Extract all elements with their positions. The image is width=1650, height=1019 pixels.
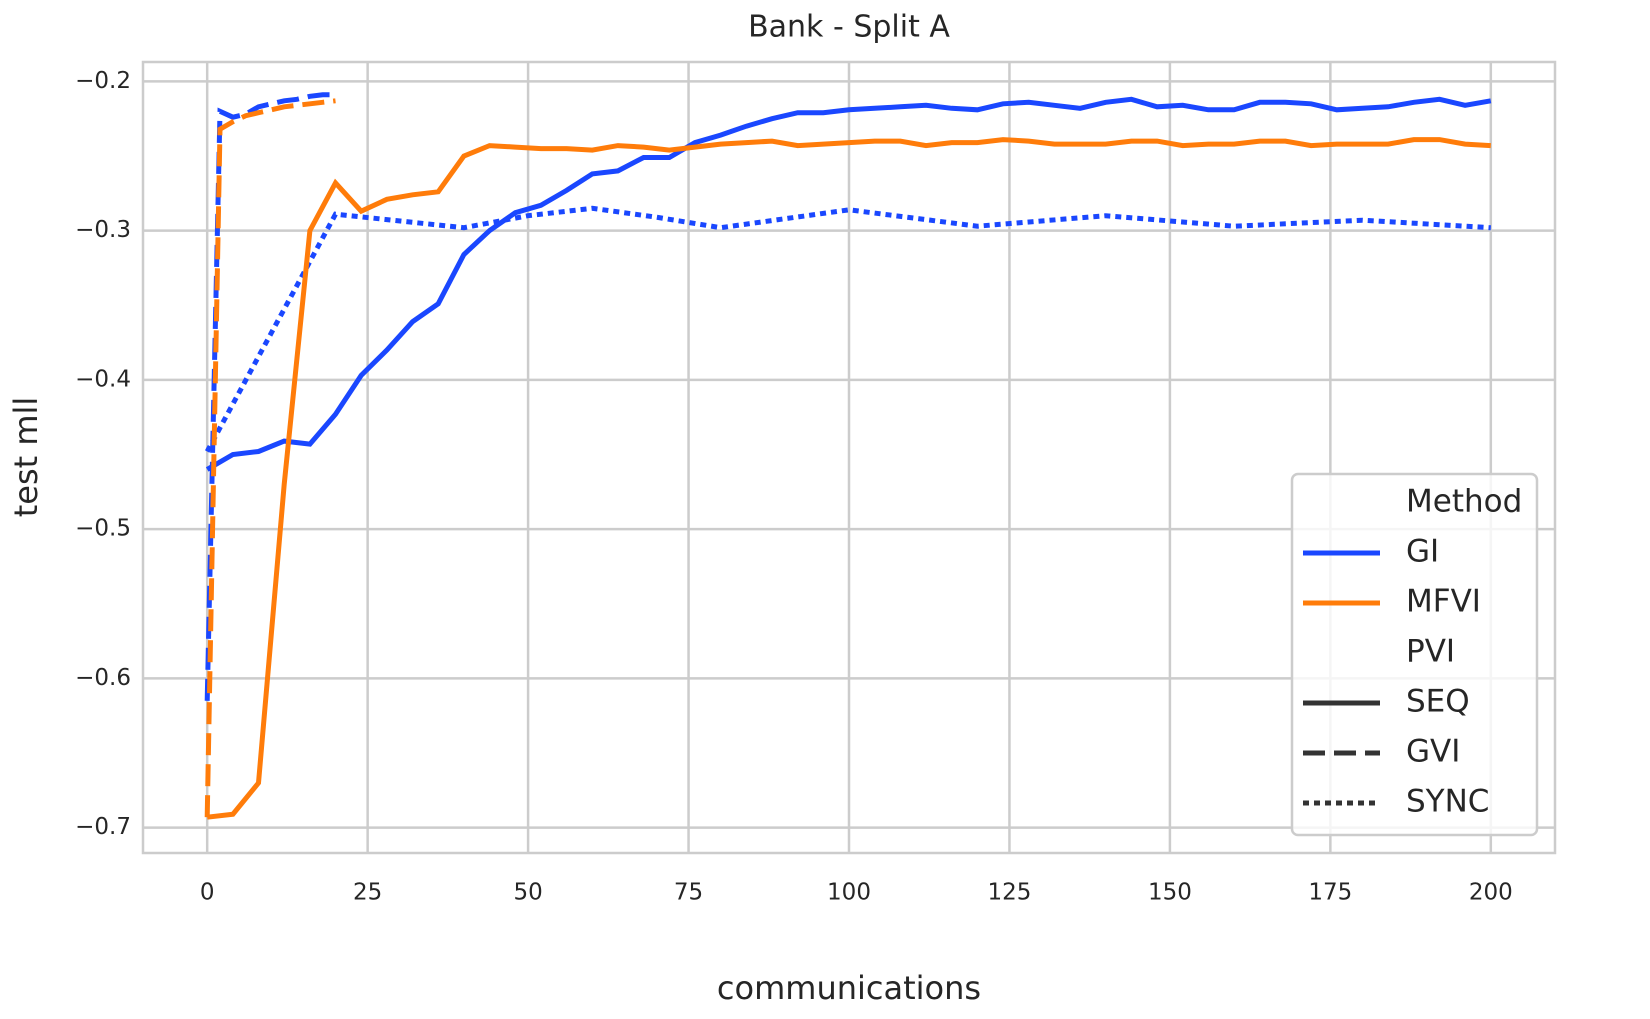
y-tick-label: −0.6 <box>75 665 131 691</box>
legend-title: PVI <box>1406 634 1455 670</box>
legend-label: MFVI <box>1406 584 1481 620</box>
x-tick-label: 125 <box>988 880 1032 906</box>
series-line <box>204 92 336 701</box>
x-tick-label: 150 <box>1148 880 1192 906</box>
plot-frame <box>141 60 1557 855</box>
x-tick-label: 200 <box>1469 880 1513 906</box>
legend-label: GVI <box>1406 734 1460 770</box>
x-tick-label: 100 <box>827 880 871 906</box>
series-line <box>206 137 1491 820</box>
y-tick-label: −0.7 <box>75 814 131 840</box>
legend-title: Method <box>1406 484 1522 520</box>
x-tick-label: 75 <box>674 880 703 906</box>
legend-label: SEQ <box>1406 684 1470 720</box>
legend-label: SYNC <box>1406 784 1489 820</box>
x-tick-label: 0 <box>200 880 215 906</box>
x-tick-label: 50 <box>513 880 542 906</box>
chart-title: Bank - Split A <box>748 10 950 45</box>
series-line <box>204 98 336 818</box>
y-tick-label: −0.5 <box>75 516 131 542</box>
x-tick-label: 175 <box>1308 880 1352 906</box>
series-line <box>205 205 1491 453</box>
legend-box <box>1290 472 1539 837</box>
x-axis-label: communications <box>717 969 981 1007</box>
y-tick-label: −0.3 <box>75 217 131 243</box>
legend-label: GI <box>1406 534 1439 570</box>
x-tick-label: 25 <box>353 880 382 906</box>
y-tick-label: −0.2 <box>75 68 131 94</box>
y-axis-label: test mll <box>7 397 45 518</box>
y-tick-label: −0.4 <box>75 366 131 392</box>
series-line <box>205 96 1492 472</box>
